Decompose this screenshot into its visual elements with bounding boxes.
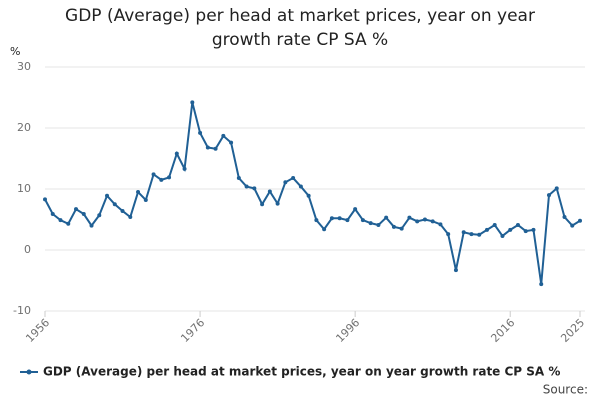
point [329, 216, 334, 221]
point [337, 216, 342, 221]
point [229, 140, 234, 145]
point [252, 186, 257, 191]
point [260, 202, 265, 207]
point [244, 184, 249, 189]
x-tick-label: 1976 [178, 316, 207, 345]
point [120, 208, 125, 213]
point [81, 212, 86, 217]
point [283, 180, 288, 185]
point [368, 221, 373, 226]
point [275, 201, 280, 206]
point [182, 166, 187, 171]
y-tick-label: -10 [13, 304, 31, 317]
point [391, 224, 396, 229]
point [500, 233, 505, 238]
point [58, 218, 63, 223]
point [515, 222, 520, 227]
point [376, 222, 381, 227]
point [151, 172, 156, 177]
legend-label: GDP (Average) per head at market prices,… [43, 365, 560, 379]
point [74, 207, 79, 212]
source: Source: [543, 383, 588, 397]
point [430, 219, 435, 224]
point [508, 227, 513, 232]
point [492, 222, 497, 227]
x-tick-label: 2016 [488, 316, 517, 345]
point [236, 176, 241, 181]
point [578, 218, 582, 223]
point [523, 229, 528, 234]
point [360, 218, 365, 223]
chart-title: GDP (Average) per head at market prices,… [65, 6, 535, 50]
point [562, 215, 567, 220]
point [570, 223, 575, 228]
point [322, 227, 327, 232]
point [97, 213, 102, 218]
point [546, 193, 551, 198]
point [554, 186, 559, 191]
point [461, 230, 466, 235]
series-line [44, 102, 581, 285]
x-tick-label: 2025 [558, 316, 587, 345]
point [469, 232, 474, 237]
point [415, 219, 420, 224]
point [353, 207, 358, 212]
y-tick-label: 30 [17, 60, 31, 73]
point [159, 177, 164, 182]
point [446, 232, 451, 237]
y-tick-label: 20 [17, 121, 31, 134]
point [267, 189, 272, 194]
legend-marker [26, 369, 32, 375]
point [384, 215, 389, 220]
point [453, 268, 458, 273]
point [136, 190, 141, 195]
point [205, 145, 210, 150]
y-tick-label: 0 [24, 243, 31, 256]
point [190, 100, 195, 105]
point [128, 215, 133, 220]
point [105, 193, 110, 198]
point [399, 226, 404, 231]
point [291, 176, 296, 181]
point [477, 232, 482, 237]
point [198, 130, 203, 135]
point [438, 222, 443, 227]
point [306, 193, 311, 198]
point [422, 217, 427, 222]
point [66, 221, 71, 226]
point [221, 133, 226, 138]
point [143, 197, 148, 202]
point [484, 227, 489, 232]
point [112, 202, 117, 207]
point [539, 282, 544, 287]
x-tick-label: 1956 [23, 316, 52, 345]
x-tick-label: 1996 [333, 316, 362, 345]
point [298, 184, 303, 189]
point [314, 218, 319, 223]
point [345, 218, 350, 223]
point [167, 175, 172, 180]
point [213, 146, 218, 151]
point [43, 197, 47, 202]
y-axis-label: % [10, 45, 20, 58]
y-tick-label: 10 [17, 182, 31, 195]
point [407, 215, 412, 220]
point [174, 151, 179, 156]
point [531, 227, 536, 232]
point [50, 212, 55, 217]
point [89, 223, 94, 228]
